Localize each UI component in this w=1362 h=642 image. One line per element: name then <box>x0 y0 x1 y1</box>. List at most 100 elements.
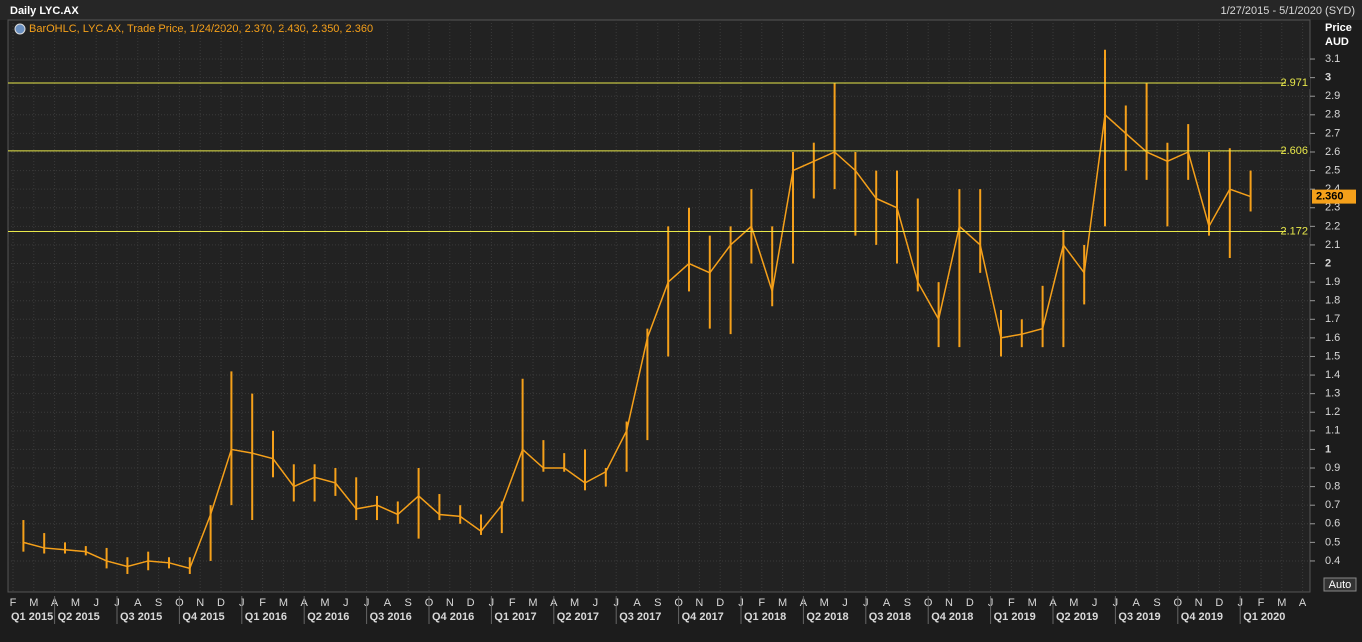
x-tick-label: F <box>758 597 765 609</box>
x-tick-label: D <box>716 597 724 609</box>
y-tick-label: 1.8 <box>1325 295 1340 307</box>
y-tick-label: 0.4 <box>1325 555 1340 567</box>
last-price-tag <box>1312 189 1356 204</box>
quarter-label: Q1 2017 <box>494 611 536 623</box>
x-tick-label: F <box>259 597 266 609</box>
x-tick-label: M <box>71 597 80 609</box>
y-tick-label: 2.7 <box>1325 127 1340 139</box>
x-tick-label: S <box>904 597 911 609</box>
y-tick-label: 1.9 <box>1325 276 1340 288</box>
y-tick-label: 2.8 <box>1325 109 1340 121</box>
quarter-label: Q2 2015 <box>58 611 100 623</box>
auto-button[interactable] <box>1323 577 1357 592</box>
level-label-bg <box>1286 144 1310 157</box>
y-tick-label: 0.9 <box>1325 462 1340 474</box>
y-tick-label: 2.9 <box>1325 90 1340 102</box>
y-tick-label: 2.3 <box>1325 202 1340 214</box>
x-tick-label: D <box>467 597 475 609</box>
x-tick-label: N <box>695 597 703 609</box>
auto-button-label[interactable]: Auto <box>1329 579 1352 591</box>
x-tick-label: D <box>217 597 225 609</box>
legend-icon <box>14 23 26 35</box>
y-tick-label: 1.5 <box>1325 350 1340 362</box>
quarter-label: Q2 2018 <box>806 611 848 623</box>
x-tick-label: F <box>1008 597 1015 609</box>
x-tick-label: F <box>10 597 17 609</box>
quarter-label: Q4 2018 <box>931 611 973 623</box>
quarter-label: Q1 2020 <box>1243 611 1285 623</box>
y-tick-label: 0.8 <box>1325 481 1340 493</box>
y-tick-label: 0.6 <box>1325 518 1340 530</box>
x-tick-label: D <box>966 597 974 609</box>
x-tick-label: M <box>1277 597 1286 609</box>
x-tick-label: M <box>279 597 288 609</box>
x-tick-label: N <box>196 597 204 609</box>
quarter-label: Q4 2015 <box>182 611 224 623</box>
level-label: 2.971 <box>1280 77 1308 89</box>
x-tick-label: J <box>1092 597 1098 609</box>
x-tick-label: F <box>509 597 516 609</box>
quarter-label: Q3 2019 <box>1118 611 1160 623</box>
y-tick-label: 1.1 <box>1325 425 1340 437</box>
y-tick-label: 1.3 <box>1325 388 1340 400</box>
quarter-label: Q3 2018 <box>869 611 911 623</box>
quarter-label: Q1 2016 <box>245 611 287 623</box>
x-tick-label: S <box>654 597 661 609</box>
x-tick-label: M <box>570 597 579 609</box>
x-tick-label: F <box>1258 597 1265 609</box>
x-tick-label: N <box>945 597 953 609</box>
level-label: 2.172 <box>1280 225 1308 237</box>
x-tick-label: N <box>446 597 454 609</box>
y-axis-title: Price <box>1325 22 1352 34</box>
close-line <box>23 113 1251 570</box>
x-tick-label: J <box>842 597 848 609</box>
x-tick-label: S <box>1153 597 1160 609</box>
level-label: 2.606 <box>1280 145 1308 157</box>
y-tick-label: 1.7 <box>1325 313 1340 325</box>
last-price-label: 2.360 <box>1316 191 1344 203</box>
quarter-label: Q2 2017 <box>557 611 599 623</box>
x-tick-label: M <box>320 597 329 609</box>
quarter-label: Q1 2015 <box>11 611 53 623</box>
x-tick-label: S <box>405 597 412 609</box>
level-label-bg <box>1286 225 1310 238</box>
quarter-label: Q1 2018 <box>744 611 786 623</box>
y-axis-unit: AUD <box>1325 36 1349 48</box>
title-bar <box>0 0 1362 20</box>
y-tick-label: 3.1 <box>1325 53 1340 65</box>
x-tick-label: A <box>134 597 142 609</box>
legend-text: BarOHLC, LYC.AX, Trade Price, 1/24/2020,… <box>29 23 373 35</box>
quarter-label: Q3 2016 <box>370 611 412 623</box>
x-tick-label: M <box>1028 597 1037 609</box>
level-label-bg <box>1286 77 1310 90</box>
y-tick-label: 1.2 <box>1325 406 1340 418</box>
x-tick-label: S <box>155 597 162 609</box>
x-tick-label: A <box>384 597 392 609</box>
y-tick-label: 0.5 <box>1325 536 1340 548</box>
x-tick-label: M <box>820 597 829 609</box>
x-tick-label: A <box>883 597 891 609</box>
x-tick-label: J <box>593 597 599 609</box>
quarter-label: Q2 2019 <box>1056 611 1098 623</box>
y-tick-label: 2.1 <box>1325 239 1340 251</box>
y-tick-label: 2.5 <box>1325 164 1340 176</box>
y-tick-label: 2.2 <box>1325 220 1340 232</box>
y-tick-label: 3 <box>1325 72 1331 84</box>
x-tick-label: M <box>778 597 787 609</box>
quarter-label: Q3 2017 <box>619 611 661 623</box>
x-tick-label: N <box>1195 597 1203 609</box>
quarter-label: Q4 2019 <box>1181 611 1223 623</box>
y-tick-label: 1 <box>1325 443 1331 455</box>
date-range: 1/27/2015 - 5/1/2020 (SYD) <box>1220 5 1355 17</box>
quarter-label: Q1 2019 <box>994 611 1036 623</box>
y-tick-label: 1.6 <box>1325 332 1340 344</box>
quarter-label: Q4 2016 <box>432 611 474 623</box>
quarter-label: Q3 2015 <box>120 611 162 623</box>
quarter-label: Q2 2016 <box>307 611 349 623</box>
x-tick-label: J <box>93 597 99 609</box>
y-tick-label: 0.7 <box>1325 499 1340 511</box>
x-tick-label: J <box>343 597 349 609</box>
x-tick-label: A <box>633 597 641 609</box>
x-tick-label: M <box>528 597 537 609</box>
